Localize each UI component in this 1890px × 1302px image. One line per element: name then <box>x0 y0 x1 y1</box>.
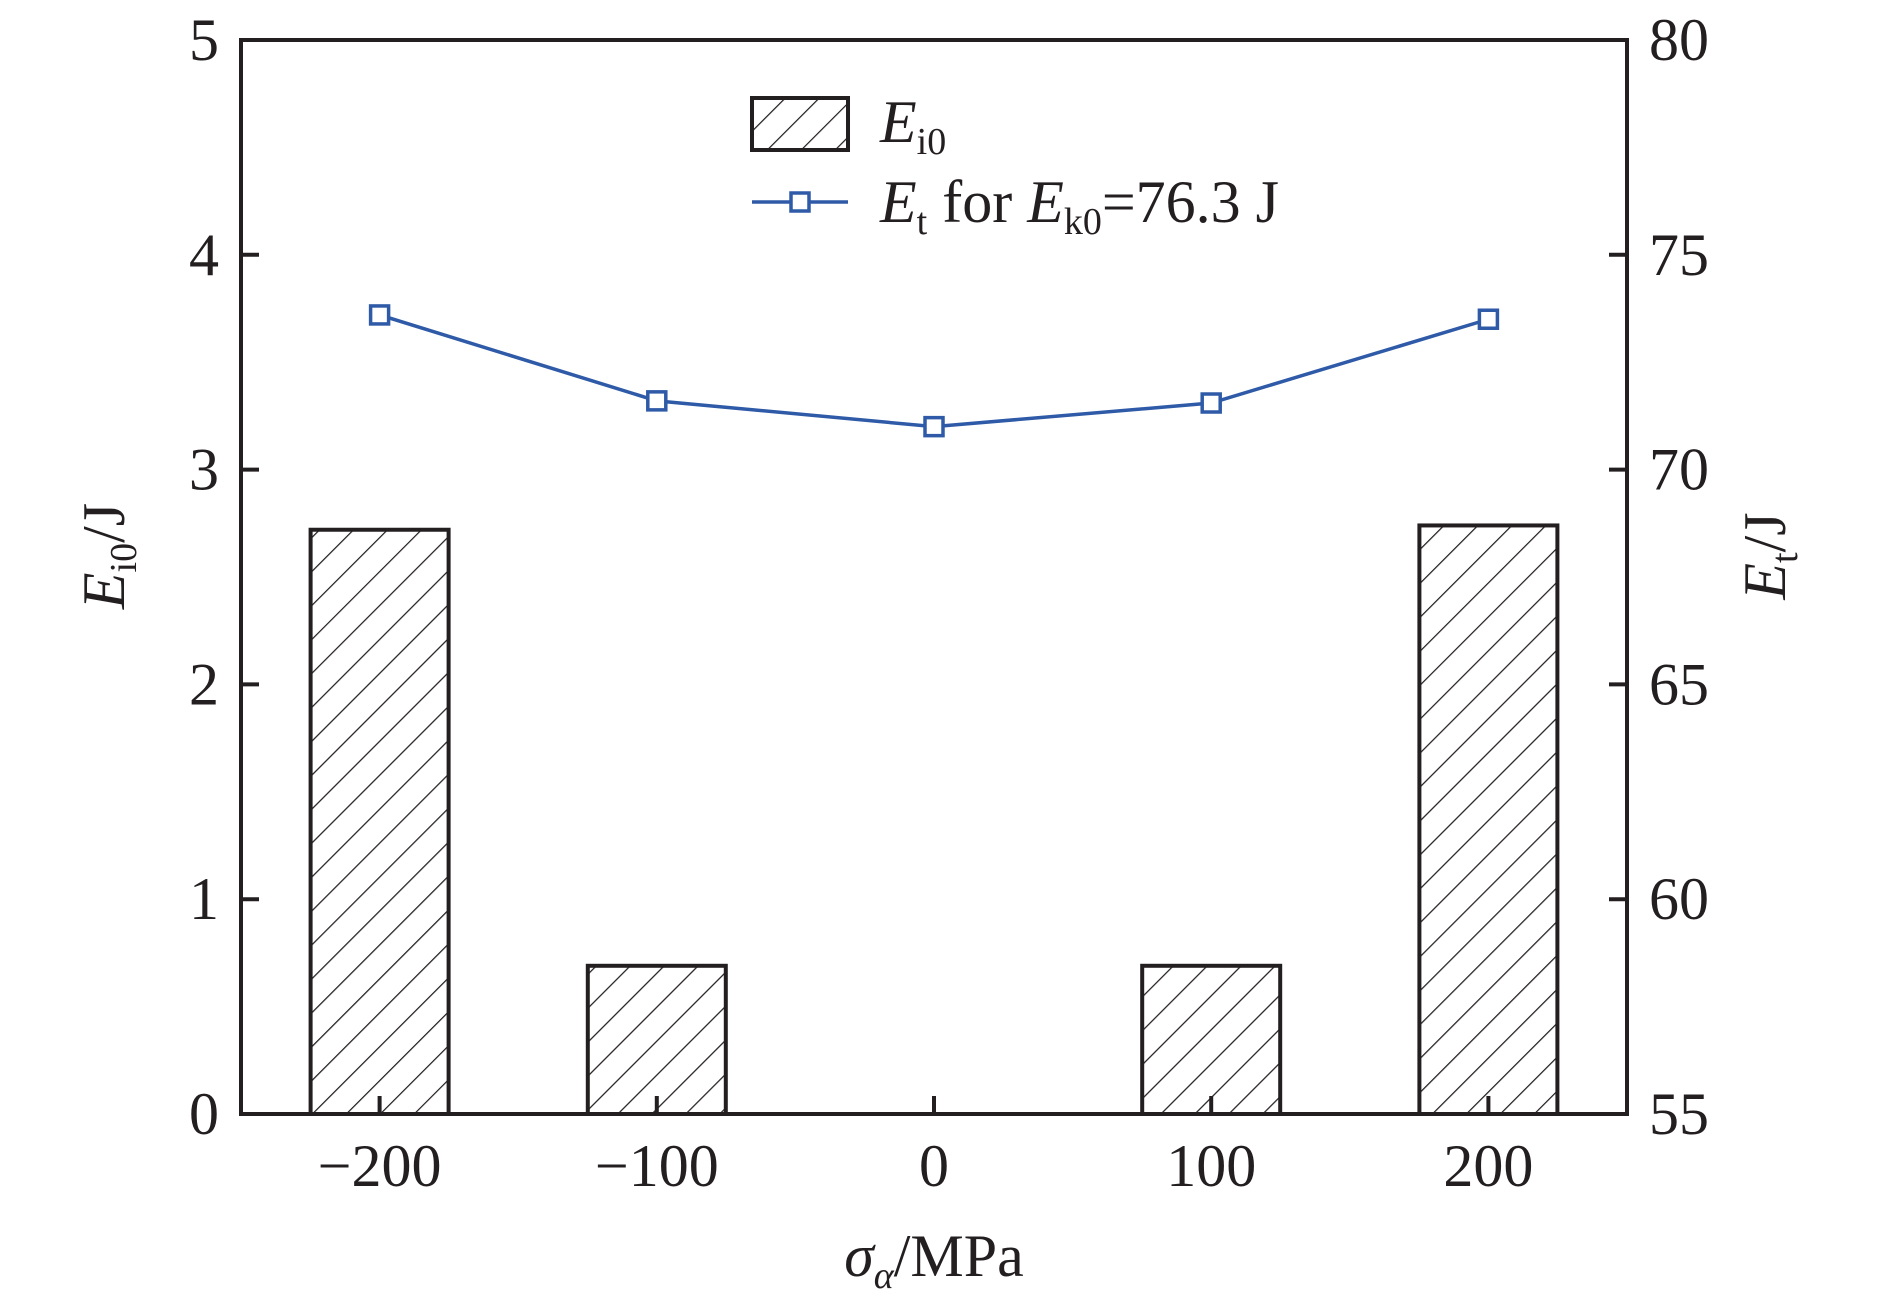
bar-0 <box>308 527 451 1116</box>
y-right-tick-label-3: 70 <box>1649 437 1709 503</box>
y-left-tick-label-1: 1 <box>189 866 219 932</box>
y-right-tick-label-0: 55 <box>1649 1081 1709 1147</box>
line-marker-3 <box>1200 392 1222 414</box>
x-tick-label-2: 0 <box>919 1133 949 1199</box>
y-right-tick-label-1: 60 <box>1649 866 1709 932</box>
legend-line-label: Et for Ek0=76.3 J <box>879 169 1279 243</box>
legend-bar-swatch <box>750 96 850 152</box>
bars-layer <box>308 523 1560 1117</box>
y-left-tick-label-5: 5 <box>189 7 219 73</box>
line-layer <box>368 304 1500 438</box>
x-tick-label-0: −200 <box>318 1133 442 1199</box>
y-left-tick-label-4: 4 <box>189 222 219 288</box>
bar-3 <box>1140 963 1283 1117</box>
y-right-tick-label-4: 75 <box>1649 222 1709 288</box>
x-tick-label-3: 100 <box>1166 1133 1256 1199</box>
y-right-tick-label-2: 65 <box>1649 651 1709 717</box>
y-left-tick-label-0: 0 <box>189 1081 219 1147</box>
bar-4 <box>1417 523 1560 1116</box>
y-right-tick-label-5: 80 <box>1649 7 1709 73</box>
y-axis-left-title: Ei0/J <box>71 503 145 610</box>
series-line <box>379 313 1489 429</box>
legend-line-marker <box>789 191 811 213</box>
legend: Ei0 Et for Ek0=76.3 J <box>750 89 1279 243</box>
x-tick-label-1: −100 <box>595 1133 719 1199</box>
line-marker-1 <box>646 390 668 412</box>
y-left-tick-label-3: 3 <box>189 437 219 503</box>
legend-bar-label: Ei0 <box>879 89 946 163</box>
y-axis-right-title: Et/J <box>1732 512 1806 600</box>
x-axis-title: σα/MPa <box>844 1223 1024 1297</box>
y-left-tick-label-2: 2 <box>189 651 219 717</box>
bar-1 <box>585 963 728 1117</box>
x-tick-label-4: 200 <box>1443 1133 1533 1199</box>
line-marker-0 <box>368 304 391 326</box>
line-marker-4 <box>1477 308 1500 330</box>
line-marker-2 <box>923 415 945 438</box>
